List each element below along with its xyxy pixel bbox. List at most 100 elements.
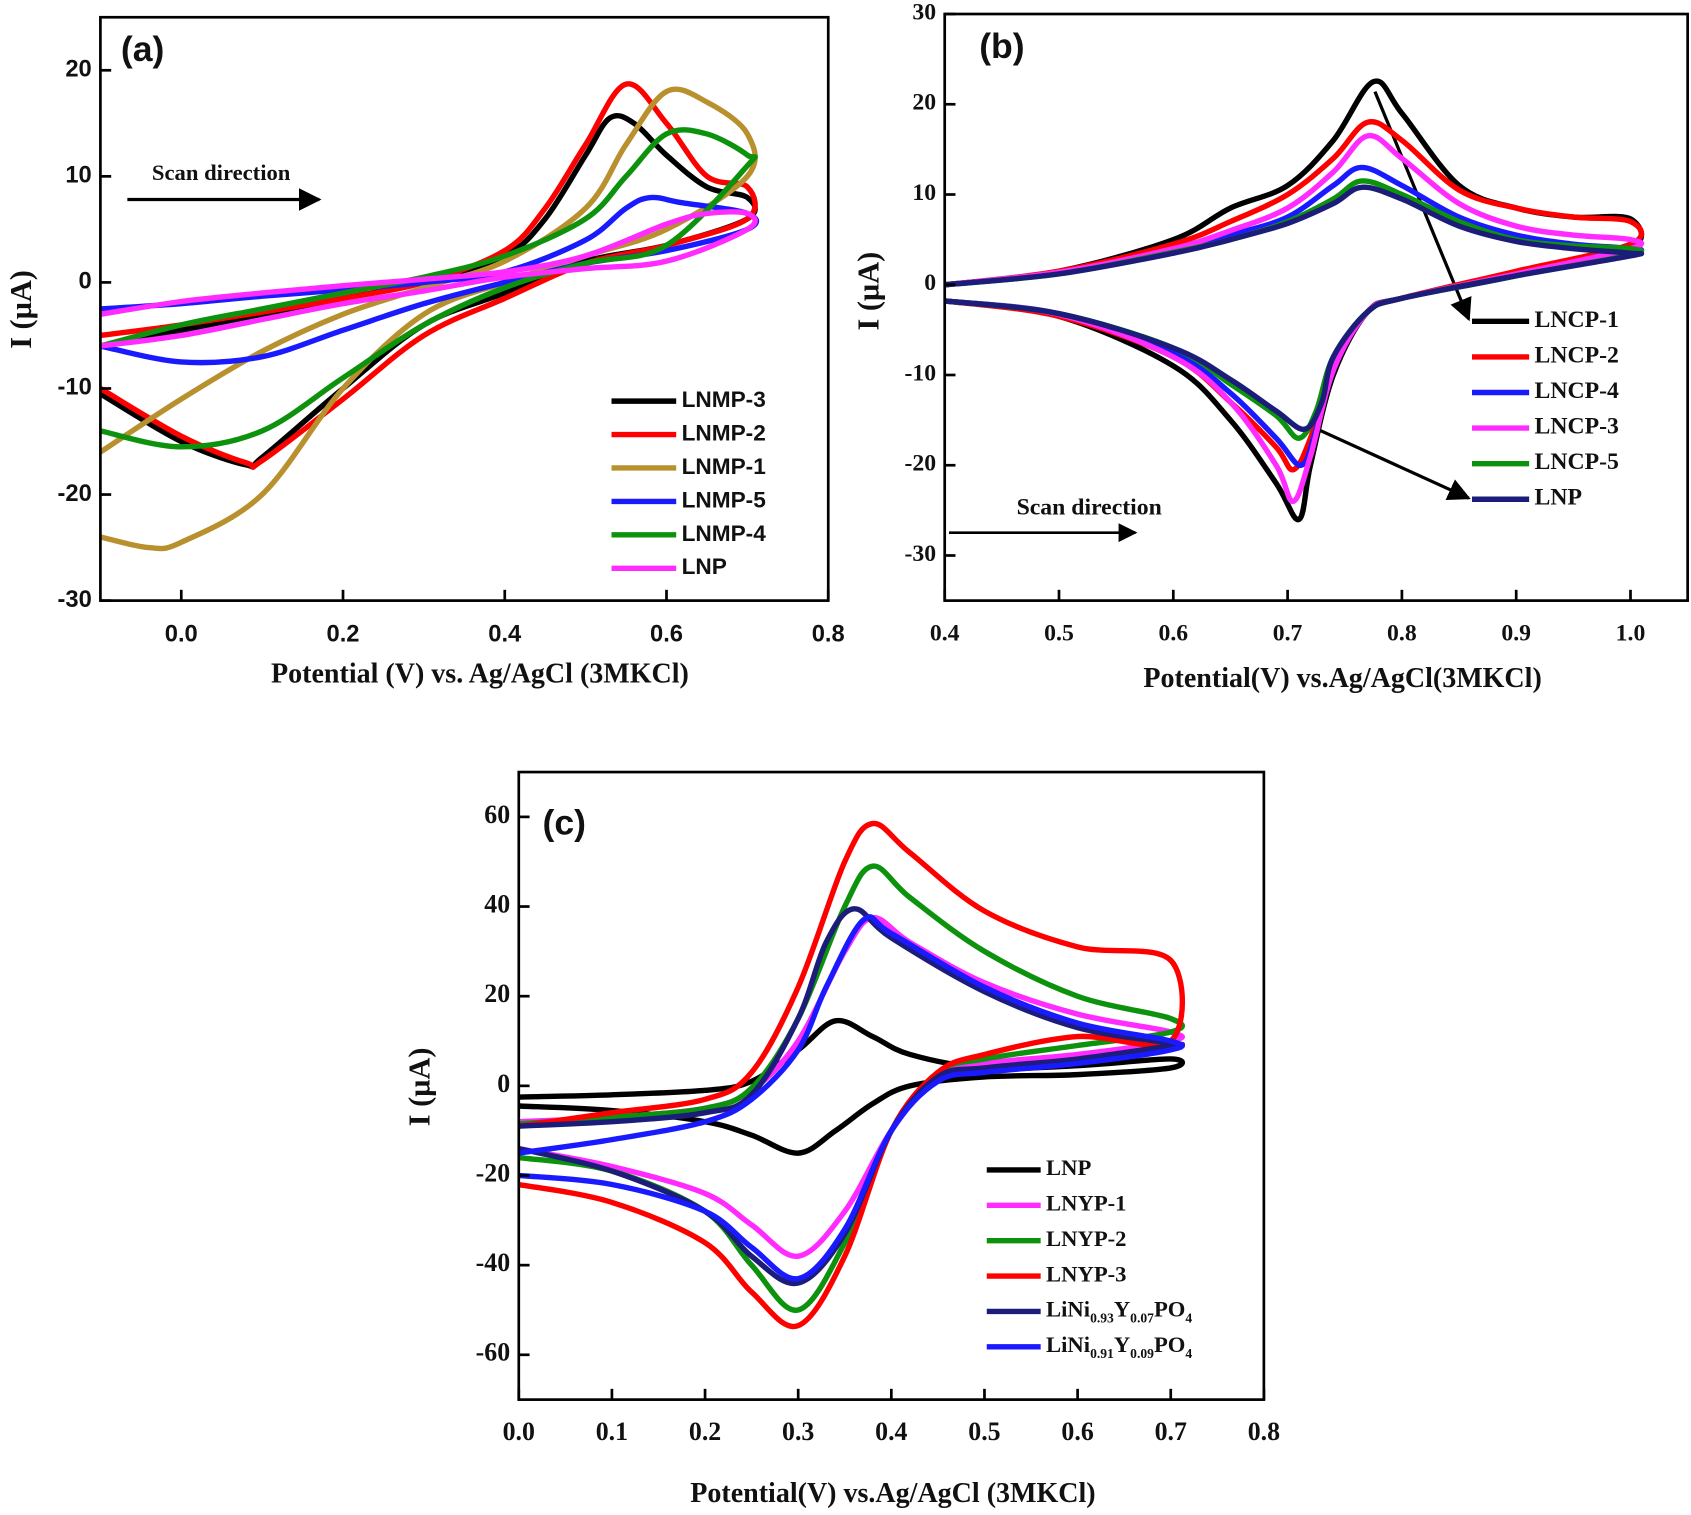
x-tick-label: 0.5 (968, 1417, 1000, 1446)
plot-frame (943, 12, 1689, 602)
cv-curve (518, 1017, 1186, 1156)
y-axis-label: I (µA) (4, 270, 38, 349)
legend-label: LNCP-2 (1535, 342, 1619, 368)
legend-label: LNP (1046, 1155, 1091, 1180)
legend-label: LNYP-3 (1046, 1261, 1126, 1286)
legend-label: LNCP-3 (1535, 414, 1619, 440)
x-tick-label: 0.4 (930, 621, 960, 647)
y-axis-label: I (µA) (403, 1048, 437, 1127)
legend-text-part: LiNi (1046, 1297, 1090, 1322)
plot-frame (517, 770, 1266, 1401)
legend-text-part: Y (1114, 1332, 1130, 1357)
x-tick-label: 0.2 (327, 621, 360, 647)
legend-label: LNMP-4 (682, 521, 767, 546)
panel-title: (a) (121, 29, 164, 69)
legend-label: LiNi0.93Y0.07PO4 (1046, 1297, 1192, 1325)
y-tick-label: 0 (79, 269, 92, 295)
x-tick-label: 0.7 (1273, 621, 1303, 647)
x-tick-label: 0.3 (782, 1417, 814, 1446)
legend-text-part: 0.09 (1130, 1345, 1154, 1360)
legend-label: LNMP-5 (682, 487, 766, 512)
cv-curve (518, 915, 1186, 1259)
x-tick-label: 0.0 (165, 621, 198, 647)
x-tick-label: 1.0 (1616, 621, 1646, 647)
legend-label: LNYP-2 (1046, 1226, 1126, 1251)
annotation: Scan direction (1017, 494, 1162, 520)
y-tick-label: 30 (912, 0, 936, 25)
x-axis-label: Potential(V) vs.Ag/AgCl (3MKCl) (690, 1478, 1095, 1509)
cv-curve (944, 119, 1645, 473)
legend-label: LNP (682, 554, 727, 579)
y-tick-label: -20 (476, 1158, 510, 1187)
legend-text-part: PO (1154, 1332, 1185, 1357)
cv-curve (518, 820, 1186, 1330)
legend-label: LNYP-1 (1046, 1191, 1126, 1216)
y-tick-label: -60 (476, 1338, 510, 1367)
y-tick-label: -20 (57, 481, 91, 507)
x-tick-label: 0.9 (1501, 621, 1531, 647)
x-tick-label: 0.7 (1155, 1417, 1187, 1446)
y-tick-label: 20 (484, 979, 510, 1008)
x-axis-label: Potential (V) vs. Ag/AgCl (3MKCl) (271, 659, 689, 690)
legend-text-part: 4 (1185, 1310, 1192, 1325)
x-tick-label: 0.4 (488, 621, 522, 647)
x-tick-label: 0.8 (812, 621, 845, 647)
y-tick-label: 10 (912, 180, 936, 206)
legend-label: LiNi0.91Y0.09PO4 (1046, 1332, 1192, 1360)
x-tick-label: 0.6 (1061, 1417, 1093, 1446)
panel: 0.0 0.1 0.2 0.3 0.4 0.5 0.6 0.7 0.8 -60 -40 -20 0 20 4… (403, 770, 1280, 1509)
y-tick-label: 60 (484, 800, 510, 829)
legend-label: LNMP-2 (682, 421, 766, 446)
legend-label: LNMP-3 (682, 387, 766, 412)
cv-curve (944, 184, 1645, 432)
y-tick-label: -30 (57, 587, 91, 613)
legend-text-part: 0.91 (1090, 1345, 1114, 1360)
y-tick-label: 0 (497, 1069, 510, 1098)
x-axis-label: Potential(V) vs.Ag/AgCl(3MKCl) (1143, 663, 1541, 694)
y-tick-label: 10 (65, 163, 91, 189)
cv-curve (100, 127, 758, 450)
y-tick-label: -10 (57, 375, 91, 401)
cv-curve (100, 86, 758, 552)
panel-title: (b) (979, 26, 1024, 66)
legend-label: LNCP-4 (1535, 378, 1619, 404)
x-tick-label: 0.6 (650, 621, 683, 647)
pointer-arrow (1309, 424, 1471, 501)
legend-label: LNCP-5 (1535, 449, 1619, 475)
cv-curve (518, 914, 1186, 1282)
cv-curve (100, 209, 758, 349)
y-tick-label: 0 (924, 270, 936, 296)
x-tick-label: 0.2 (689, 1417, 721, 1446)
x-tick-label: 0.0 (503, 1417, 535, 1446)
y-axis-label: I (µA) (851, 252, 885, 331)
legend-text-part: LiNi (1046, 1332, 1090, 1357)
legend-label: LNCP-1 (1535, 307, 1619, 333)
y-tick-label: -10 (904, 360, 936, 386)
x-tick-label: 0.1 (596, 1417, 628, 1446)
x-tick-label: 0.6 (1158, 621, 1188, 647)
y-tick-label: 40 (484, 889, 510, 918)
legend-text-part: 0.07 (1130, 1310, 1154, 1325)
plot-frame (99, 15, 830, 602)
x-tick-label: 0.5 (1044, 621, 1074, 647)
panel-title: (c) (542, 802, 585, 842)
legend-text-part: Y (1114, 1297, 1130, 1322)
legend-text-part: 4 (1185, 1345, 1192, 1360)
legend-text-part: 0.93 (1090, 1310, 1114, 1325)
panel: 0.0 0.2 0.4 0.6 0.8 -30 -20 -10 0 10 20 (a) Potentia… (4, 15, 845, 690)
x-tick-label: 0.4 (875, 1417, 907, 1446)
y-tick-label: 20 (912, 90, 936, 116)
x-tick-label: 0.8 (1248, 1417, 1280, 1446)
legend-text-part: PO (1154, 1297, 1185, 1322)
y-tick-label: -30 (904, 541, 936, 567)
panel: 0.4 0.5 0.6 0.7 0.8 0.9 1.0 -30 -20 -10 0 10 20 30 (b)… (851, 0, 1689, 694)
x-tick-label: 0.8 (1387, 621, 1417, 647)
legend-label: LNP (1535, 485, 1582, 511)
annotation: Scan direction (152, 160, 291, 185)
legend-label: LNMP-1 (682, 454, 766, 479)
y-tick-label: -40 (476, 1248, 510, 1277)
y-tick-label: 20 (65, 57, 91, 83)
y-tick-label: -20 (904, 451, 936, 477)
